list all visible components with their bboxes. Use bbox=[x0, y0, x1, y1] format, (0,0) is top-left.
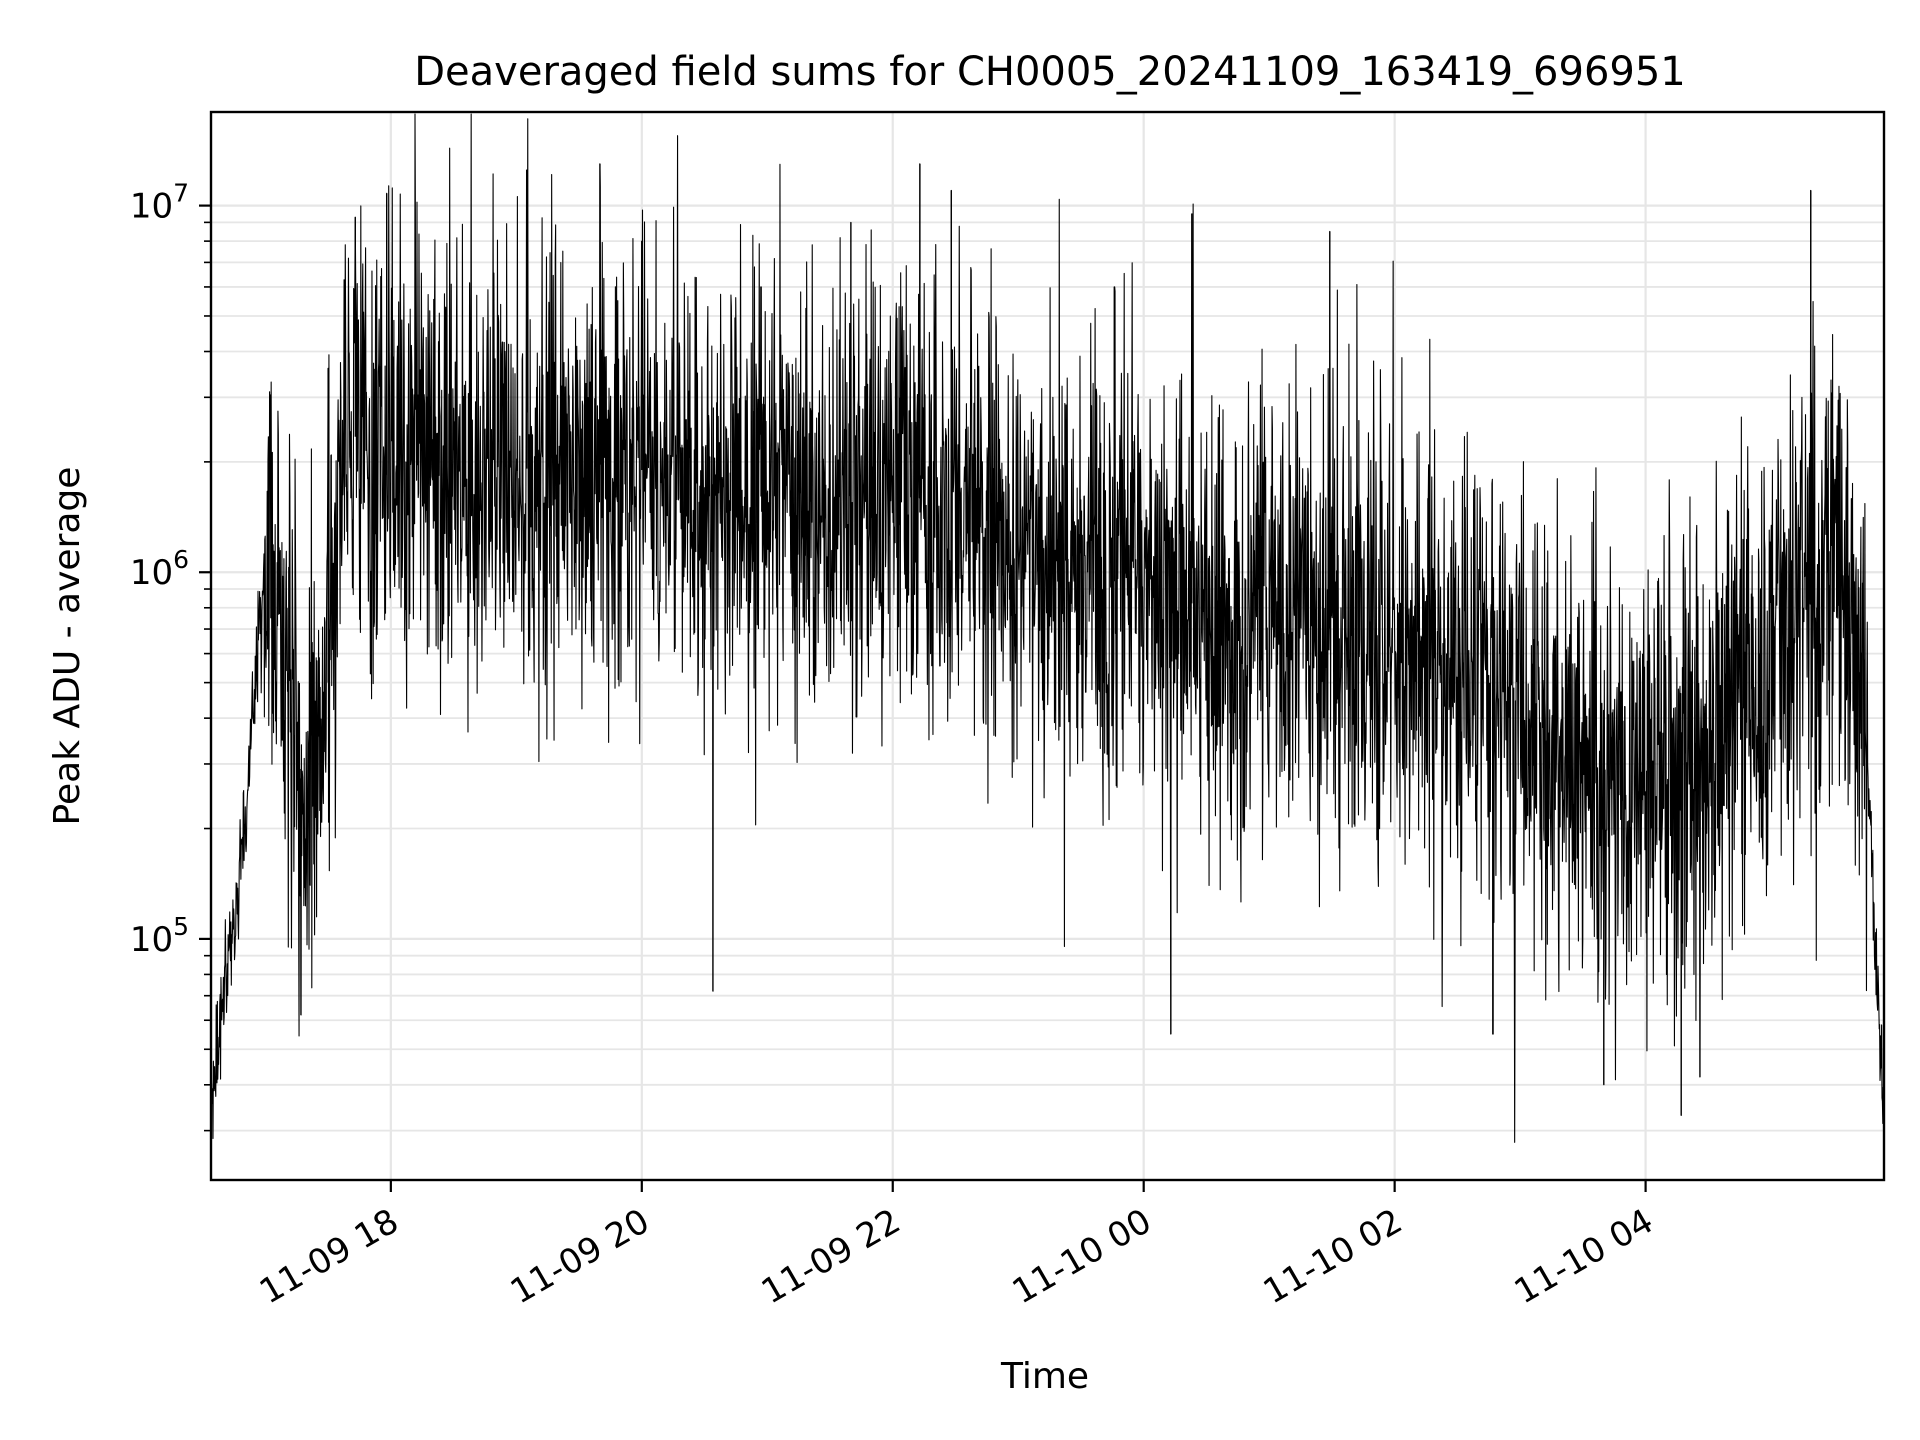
series-group bbox=[210, 113, 1885, 1143]
chart-title: Deaveraged field sums for CH0005_2024110… bbox=[414, 49, 1686, 95]
y-tick-label: 105 bbox=[130, 912, 189, 960]
y-axis-label: Peak ADU - average bbox=[47, 467, 88, 826]
x-axis-label: Time bbox=[1000, 1356, 1089, 1397]
series-line bbox=[210, 113, 1885, 1143]
plot-frame bbox=[209, 110, 1886, 1182]
y-tick-label: 106 bbox=[130, 545, 189, 593]
